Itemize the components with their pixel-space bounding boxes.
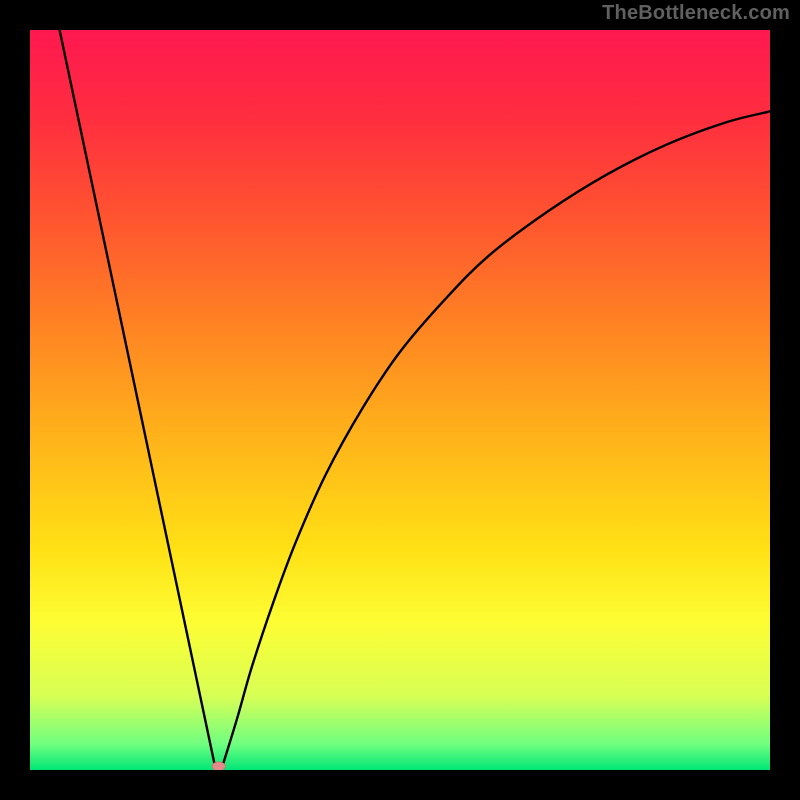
watermark-text: TheBottleneck.com	[602, 2, 790, 25]
plot-background	[30, 30, 770, 770]
bottleneck-plot	[30, 30, 770, 770]
vertex-marker	[212, 762, 225, 770]
chart-frame: { "watermark": { "text": "TheBottleneck.…	[0, 0, 800, 800]
